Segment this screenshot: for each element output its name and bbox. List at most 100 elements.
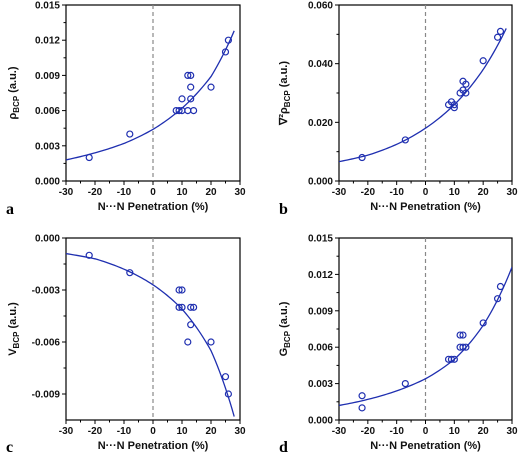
x-axis-title: N···N Penetration (%) [370,440,481,452]
x-tick-label: -20 [88,426,103,437]
y-tick-label: -0.006 [32,338,61,349]
data-point [184,71,192,80]
x-axis-title: N···N Penetration (%) [98,440,209,452]
data-point [221,48,230,56]
x-tick-label: 0 [423,426,429,437]
x-tick-label: -30 [332,426,347,437]
data-point [358,392,366,400]
panel-c: -30 -20 -10 0 10 20 30 0.000 -0.003 -0.006 -0.009 N… [6,234,246,455]
data-point [207,338,215,346]
data-point [187,95,195,103]
data-point [175,106,183,115]
data-point [187,71,195,80]
x-tick-label: 30 [234,426,246,437]
y-tick-label: 0.003 [308,379,333,390]
y-axis-title-unit: (a.u.) [278,61,290,91]
x-tick-label: -30 [59,187,74,198]
x-tick-label: 0 [150,426,156,437]
x-tick-label: 10 [176,426,188,437]
x-tick-label: -20 [361,187,376,198]
panel-letter: b [279,201,288,218]
y-tick-label: 0.006 [308,343,333,354]
y-axis-title-sub: BCP [283,90,292,108]
x-tick-label: 0 [150,187,156,198]
data-point [479,319,487,327]
data-point [187,83,195,91]
x-tick-label: -30 [332,187,347,198]
x-tick-label: -30 [59,426,74,437]
x-tick-label: -20 [88,187,103,198]
data-point [207,83,215,91]
y-tick-label: 0.015 [35,1,60,12]
y-tick-label: 0.012 [308,270,333,281]
panel-d: -30 -20 -10 0 10 20 30 0.000 0.003 0.006 0.009 0.01… [278,234,518,455]
data-point [358,153,366,162]
y-tick-label: 0.009 [308,306,333,317]
data-point [358,404,366,412]
data-point [459,331,467,339]
data-point [184,106,192,115]
x-tick-label: 20 [478,187,490,198]
y-axis-title-main: ρ [7,113,19,120]
y-axis-title-sub: BCP [12,95,21,113]
y-axis-title-main: ∇²ρ [278,107,290,126]
y-axis-title-sub: BCP [12,331,21,349]
data-point [462,80,470,88]
x-tick-label: -10 [389,187,404,198]
y-axis-title-main: G [278,348,290,357]
x-tick-label: 30 [234,187,246,198]
data-point [450,101,458,109]
y-tick-label: 0.000 [308,416,333,427]
data-point [178,95,186,103]
x-tick-label: 20 [205,187,217,198]
x-axis-title: N···N Penetration (%) [98,201,209,213]
data-point [493,295,502,303]
y-tick-label: 0.000 [35,177,60,188]
x-tick-label: 30 [506,426,518,437]
y-tick-label: 0.006 [35,106,60,117]
y-tick-label: 0.003 [35,141,60,152]
y-tick-label: 0.015 [308,234,333,245]
data-point [178,303,186,311]
x-tick-label: 10 [449,426,461,437]
x-tick-label: 30 [506,187,518,198]
y-axis-title-unit: (a.u.) [7,66,19,96]
data-point [126,269,134,277]
data-point [190,106,198,115]
y-tick-label: -0.009 [32,390,61,401]
y-axis-title: ∇²ρBCP (a.u.) [278,61,292,126]
data-point [85,153,93,162]
data-point [496,282,505,291]
data-point [187,303,195,311]
data-point [224,36,232,44]
data-point [462,343,470,351]
fit-curve [66,252,235,417]
x-tick-label: -10 [389,426,404,437]
y-axis-title-unit: (a.u.) [7,302,19,332]
x-tick-label: 0 [423,187,429,198]
data-point [401,136,409,144]
x-tick-label: 20 [478,426,490,437]
y-axis-title-sub: BCP [283,330,292,348]
x-tick-label: -10 [117,187,132,198]
data-point [126,130,134,138]
data-point [175,303,183,311]
x-tick-label: -10 [117,426,132,437]
y-axis-title: VBCP (a.u.) [7,302,21,356]
y-axis-title: ρBCP (a.u.) [7,66,21,119]
data-point [450,104,458,112]
y-tick-label: 0.060 [308,1,333,12]
y-axis-title: GBCP (a.u.) [278,301,292,356]
data-point [178,286,186,294]
data-point [184,338,192,346]
data-point [187,321,195,329]
y-axis-title-unit: (a.u.) [278,301,290,331]
x-axis-title: N···N Penetration (%) [370,201,481,213]
data-point [459,343,467,351]
y-tick-label: -0.003 [32,286,61,297]
x-tick-label: 20 [205,426,217,437]
panel-b: -30 -20 -10 0 10 20 30 0.000 0.020 0.040 0.060 N···… [278,1,518,219]
data-point [456,331,464,339]
data-point [175,286,183,294]
